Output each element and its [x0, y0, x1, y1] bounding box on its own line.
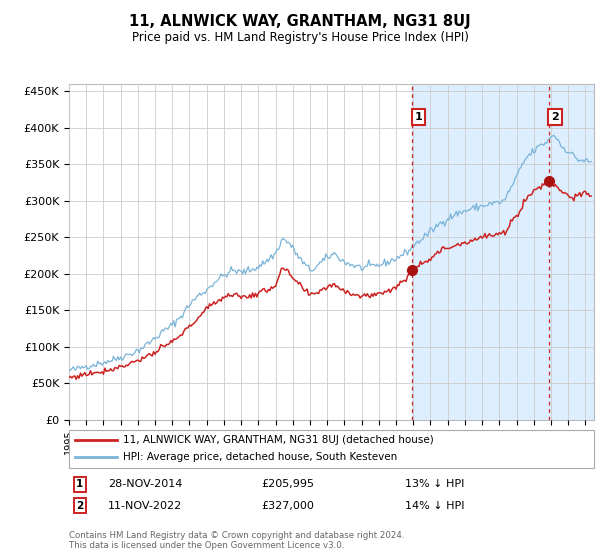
- Text: 1: 1: [76, 479, 83, 489]
- Text: HPI: Average price, detached house, South Kesteven: HPI: Average price, detached house, Sout…: [123, 452, 397, 462]
- Text: 28-NOV-2014: 28-NOV-2014: [108, 479, 182, 489]
- Text: £205,995: £205,995: [261, 479, 314, 489]
- Text: 11, ALNWICK WAY, GRANTHAM, NG31 8UJ (detached house): 11, ALNWICK WAY, GRANTHAM, NG31 8UJ (det…: [123, 435, 434, 445]
- Text: Price paid vs. HM Land Registry's House Price Index (HPI): Price paid vs. HM Land Registry's House …: [131, 31, 469, 44]
- Text: 11, ALNWICK WAY, GRANTHAM, NG31 8UJ: 11, ALNWICK WAY, GRANTHAM, NG31 8UJ: [129, 14, 471, 29]
- Text: 1: 1: [414, 112, 422, 122]
- Bar: [412, 84, 600, 420]
- Text: 14% ↓ HPI: 14% ↓ HPI: [405, 501, 464, 511]
- Text: Contains HM Land Registry data © Crown copyright and database right 2024.
This d: Contains HM Land Registry data © Crown c…: [69, 530, 404, 550]
- Text: 2: 2: [76, 501, 83, 511]
- Text: £327,000: £327,000: [261, 501, 314, 511]
- Text: 13% ↓ HPI: 13% ↓ HPI: [405, 479, 464, 489]
- Text: 2: 2: [551, 112, 559, 122]
- Text: 11-NOV-2022: 11-NOV-2022: [108, 501, 182, 511]
